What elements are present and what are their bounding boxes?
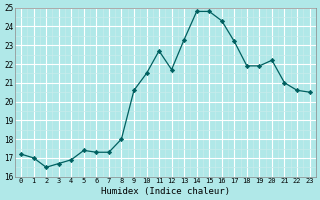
X-axis label: Humidex (Indice chaleur): Humidex (Indice chaleur) (101, 187, 230, 196)
